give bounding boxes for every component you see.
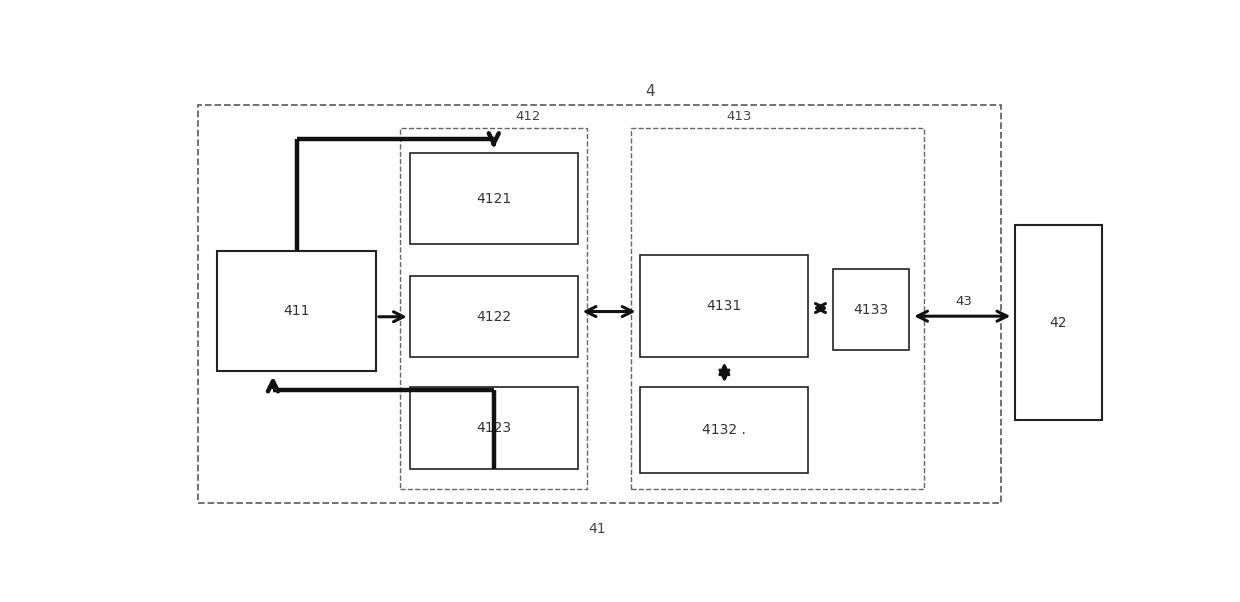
Bar — [409, 276, 578, 358]
Bar — [409, 154, 578, 244]
Text: 4123: 4123 — [476, 421, 511, 435]
Bar — [401, 128, 588, 489]
Bar — [631, 128, 924, 489]
Bar — [198, 105, 1001, 503]
Bar — [640, 255, 808, 358]
Text: 4132 .: 4132 . — [702, 423, 746, 437]
Bar — [640, 388, 808, 473]
Text: 4122: 4122 — [476, 310, 511, 324]
Bar — [1016, 225, 1101, 420]
Text: 4: 4 — [645, 84, 655, 99]
Text: 413: 413 — [727, 110, 753, 123]
Text: 43: 43 — [956, 295, 972, 308]
Text: 4131: 4131 — [707, 299, 742, 313]
Bar — [217, 250, 376, 371]
Text: 411: 411 — [284, 304, 310, 318]
Text: 41: 41 — [588, 522, 606, 536]
Text: 4133: 4133 — [853, 303, 889, 317]
Bar — [409, 388, 578, 468]
Text: 412: 412 — [516, 110, 541, 123]
Text: 4121: 4121 — [476, 191, 511, 205]
Text: 42: 42 — [1049, 315, 1068, 329]
Bar — [832, 269, 909, 350]
